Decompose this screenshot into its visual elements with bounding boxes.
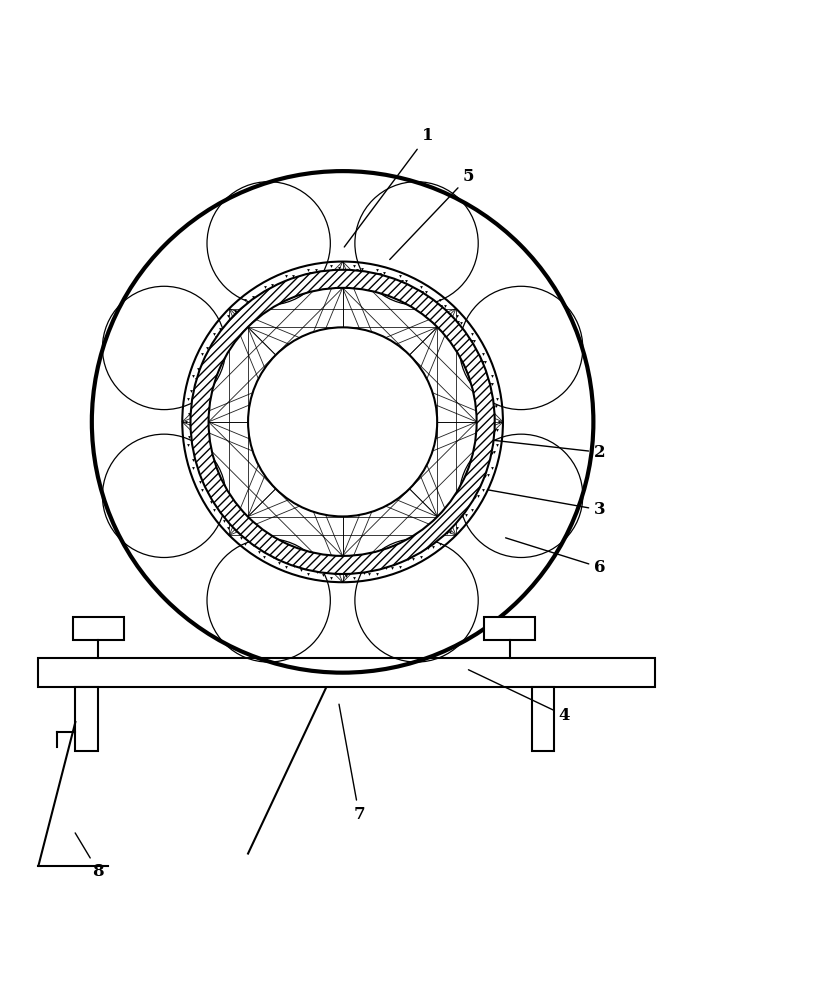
Bar	[39, 658, 655, 687]
Text: 7: 7	[339, 704, 365, 823]
Text: 1: 1	[344, 127, 433, 247]
Text: 4: 4	[469, 670, 570, 724]
Bar	[75, 687, 98, 751]
Text: 8: 8	[75, 833, 104, 880]
Bar	[73, 617, 124, 640]
Circle shape	[248, 327, 437, 516]
Bar	[484, 617, 535, 640]
Bar	[532, 687, 554, 751]
Text: 3: 3	[488, 490, 606, 518]
Text: 6: 6	[506, 538, 606, 576]
Text: 2: 2	[493, 440, 606, 461]
Text: 5: 5	[389, 168, 474, 260]
